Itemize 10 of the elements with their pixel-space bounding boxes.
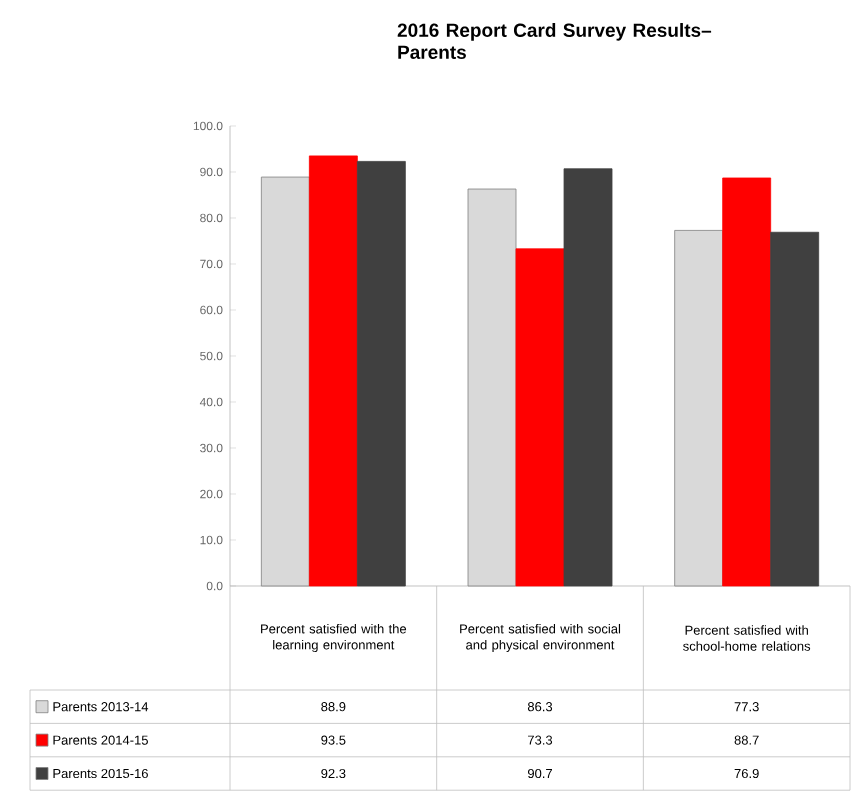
bar bbox=[356, 161, 406, 587]
chart-title: 2016 Report Card Survey Results–Parents bbox=[397, 23, 712, 59]
bar bbox=[722, 177, 772, 587]
bar bbox=[260, 176, 310, 587]
bar bbox=[770, 231, 820, 587]
bar bbox=[674, 230, 724, 587]
bar bbox=[308, 155, 358, 587]
bar bbox=[467, 188, 517, 587]
bar bbox=[515, 248, 565, 587]
bar bbox=[563, 168, 613, 587]
